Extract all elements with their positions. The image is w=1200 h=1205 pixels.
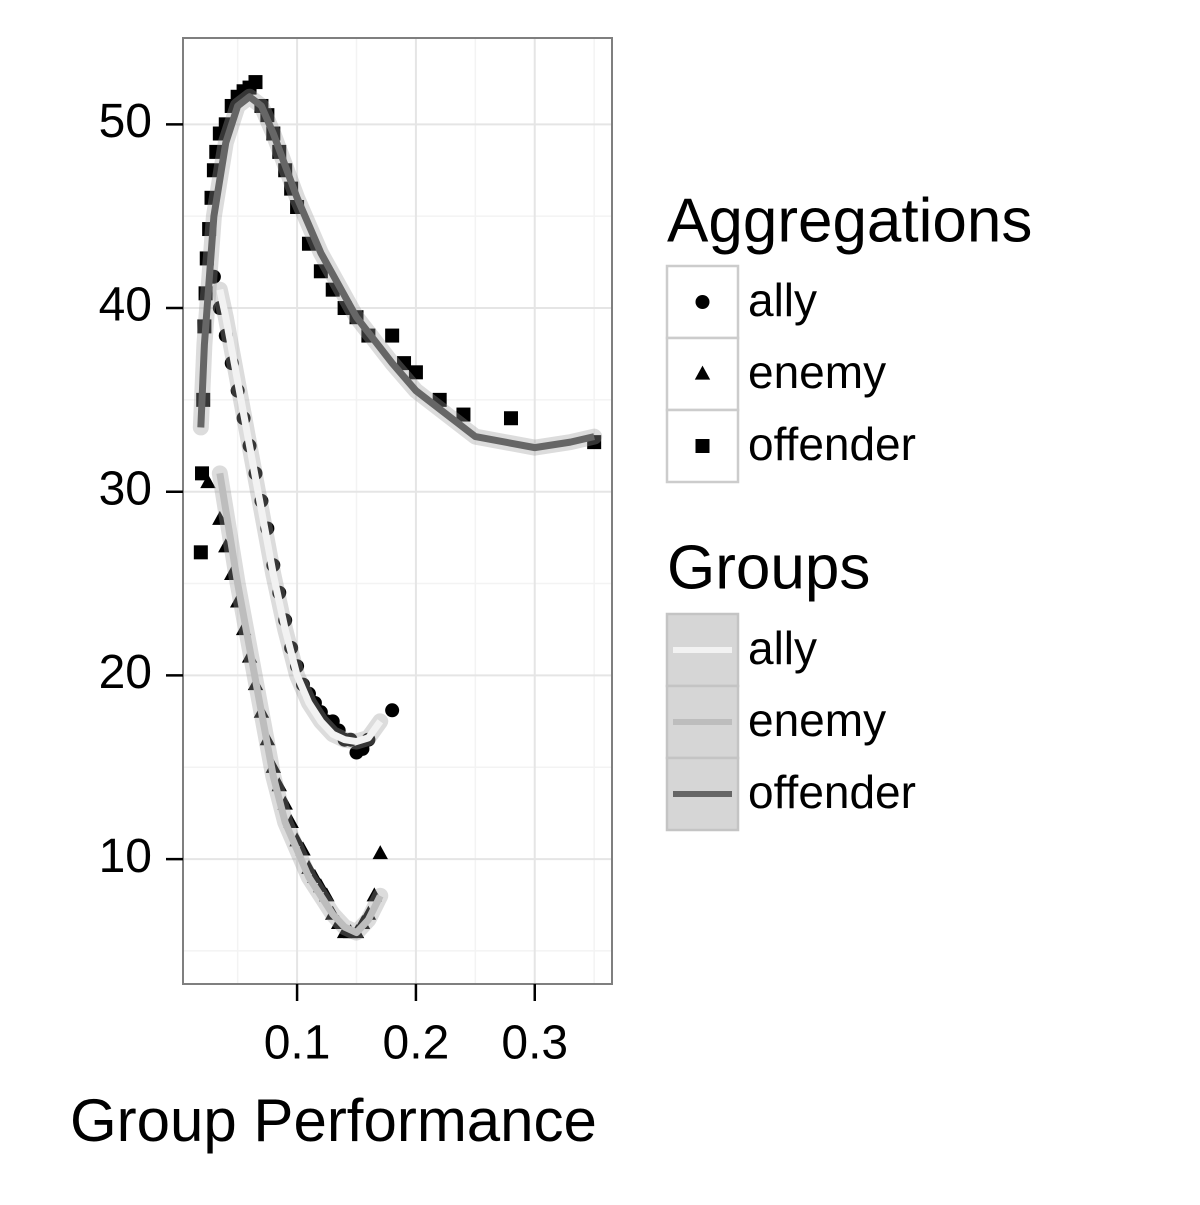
legend-label: enemy	[748, 694, 886, 746]
point	[503, 411, 518, 426]
legend-label: enemy	[748, 346, 886, 398]
point	[200, 474, 216, 489]
smooth-line	[216, 472, 384, 937]
point	[385, 328, 400, 343]
smooth-line	[197, 93, 595, 452]
legend-label: offender	[748, 766, 916, 818]
point	[195, 466, 210, 481]
smooth-line	[216, 288, 384, 746]
axes: 0.1 0.2 0.3 10 20 30 40 50	[99, 95, 569, 1070]
x-tick-label: 0.1	[264, 1017, 331, 1070]
y-tick-label: 50	[99, 95, 152, 148]
point	[408, 365, 423, 380]
x-tick-label: 0.2	[383, 1017, 450, 1070]
legend-title: Groups	[667, 533, 870, 602]
point	[695, 295, 710, 309]
panel-background	[183, 38, 612, 984]
legend-label: ally	[748, 622, 817, 674]
y-tick-label: 10	[99, 830, 152, 883]
point	[372, 845, 388, 860]
legend: Aggregations Groups ally enemy offender all…	[665, 186, 1032, 832]
point	[694, 365, 711, 380]
point	[248, 75, 263, 90]
x-tick-label: 0.3	[501, 1017, 568, 1070]
point	[456, 407, 471, 422]
x-axis-title: Group Performance	[70, 1087, 597, 1154]
legend-title: Aggregations	[667, 186, 1032, 255]
legend-label: ally	[748, 274, 817, 326]
point	[209, 144, 224, 159]
point	[313, 264, 328, 279]
point	[385, 703, 400, 718]
point	[193, 545, 208, 560]
marks	[192, 75, 603, 941]
panel-border	[182, 37, 613, 985]
legend-label: offender	[748, 418, 916, 470]
point	[397, 356, 412, 371]
y-tick-label: 30	[99, 462, 152, 515]
y-tick-label: 20	[99, 646, 152, 699]
y-tick-label: 40	[99, 279, 152, 332]
point	[212, 510, 228, 525]
point	[695, 439, 710, 453]
